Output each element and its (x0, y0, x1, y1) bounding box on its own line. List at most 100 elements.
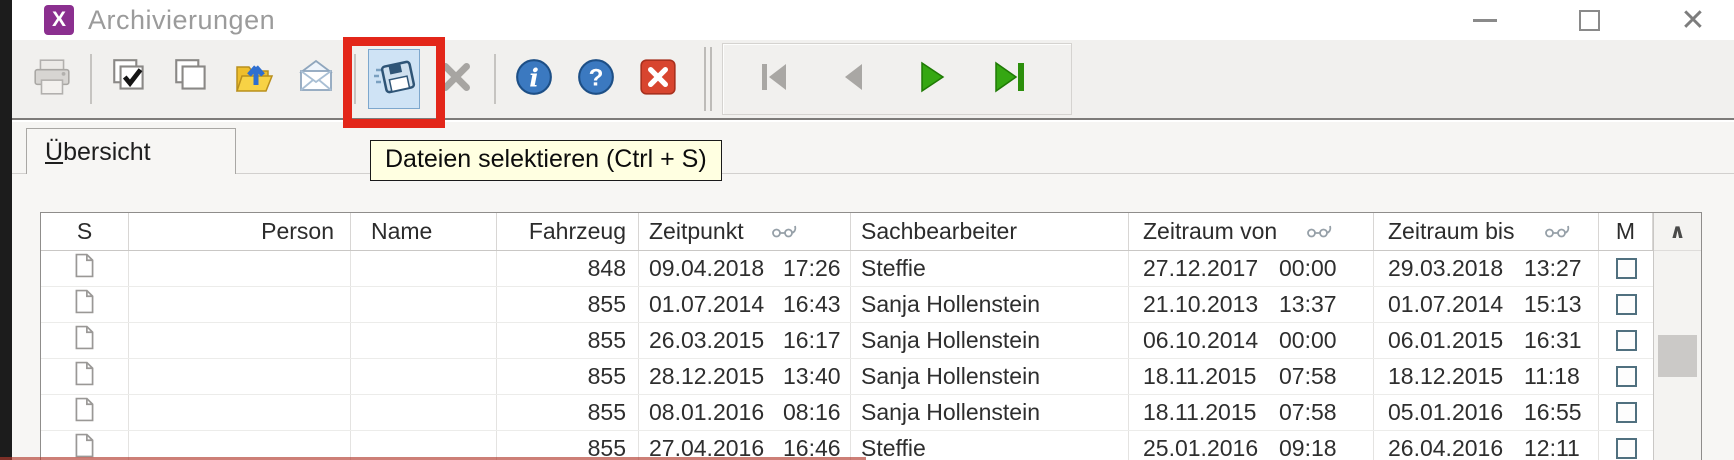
table-row[interactable]: 855 08.01.2016 08:16 Sanja Hollenstein 18… (41, 395, 1653, 431)
close-button[interactable]: ✕ (1680, 3, 1706, 37)
nav-first-button[interactable] (749, 49, 801, 109)
nav-prev-button[interactable] (827, 49, 879, 109)
exit-button[interactable] (632, 49, 684, 109)
nav-next-button[interactable] (905, 49, 957, 109)
row-status-cell (41, 431, 129, 460)
row-status-cell (41, 251, 129, 286)
app-icon: X (44, 5, 74, 35)
info-button[interactable]: i (508, 49, 560, 109)
table-row[interactable]: 855 28.12.2015 13:40 Sanja Hollenstein 18… (41, 359, 1653, 395)
glasses-sort-icon (770, 218, 798, 245)
column-header-zeitraum-von[interactable]: Zeitraum von (1129, 213, 1374, 250)
m-checkbox[interactable] (1615, 402, 1637, 423)
toolbar: i ? (12, 37, 1734, 128)
zeitraum-von-cell: 27.12.2017 00:00 (1129, 251, 1374, 286)
person-cell (129, 287, 351, 322)
scrollbar-thumb[interactable] (1658, 335, 1697, 377)
title-bar: X Archivierungen ✕ (12, 0, 1734, 40)
table-row[interactable]: 855 27.04.2016 16:46 Steffie 25.01.2016 09… (41, 431, 1653, 460)
column-header-fahrzeug[interactable]: Fahrzeug (497, 213, 639, 250)
zeitraum-bis-cell: 29.03.2018 13:27 (1374, 251, 1599, 286)
person-cell (129, 431, 351, 460)
column-header-name[interactable]: Name (351, 213, 497, 250)
zeitpunkt-cell: 01.07.2014 16:43 (639, 287, 851, 322)
toolbar-grip[interactable] (704, 47, 712, 111)
name-cell (351, 431, 497, 460)
send-mail-button[interactable] (290, 49, 342, 109)
document-icon (75, 397, 94, 428)
zeitraum-bis-cell: 01.07.2014 15:13 (1374, 287, 1599, 322)
zeitraum-bis-cell: 05.01.2016 16:55 (1374, 395, 1599, 430)
fahrzeug-cell: 855 (497, 431, 639, 460)
table-row[interactable]: 848 09.04.2018 17:26 Steffie 27.12.2017 00… (41, 251, 1653, 287)
tooltip-dateien-selektieren: Dateien selektieren (Ctrl + S) (370, 140, 722, 181)
sachbearbeiter-cell: Sanja Hollenstein (851, 359, 1129, 394)
envelope-icon (294, 57, 338, 102)
toolbar-separator (354, 54, 356, 104)
row-status-cell (41, 395, 129, 430)
nav-last-button[interactable] (983, 49, 1035, 109)
table-row[interactable]: 855 01.07.2014 16:43 Sanja Hollenstein 21… (41, 287, 1653, 323)
fahrzeug-cell: 855 (497, 323, 639, 358)
zeitraum-von-cell: 25.01.2016 09:18 (1129, 431, 1374, 460)
glasses-sort-icon (1305, 218, 1333, 245)
m-checkbox[interactable] (1615, 330, 1637, 351)
name-cell (351, 287, 497, 322)
document-icon (75, 361, 94, 392)
person-cell (129, 323, 351, 358)
fahrzeug-cell: 855 (497, 395, 639, 430)
archiv-table: S Person Name Fahrzeug Zeitpunkt Sachbea… (40, 212, 1702, 460)
maximize-button[interactable] (1566, 2, 1612, 38)
zeitpunkt-cell: 26.03.2015 16:17 (639, 323, 851, 358)
table-body: 848 09.04.2018 17:26 Steffie 27.12.2017 00… (41, 251, 1653, 460)
select-all-button[interactable] (104, 49, 156, 109)
m-checkbox[interactable] (1615, 258, 1637, 279)
delete-button[interactable] (430, 49, 482, 109)
sachbearbeiter-cell: Steffie (851, 251, 1129, 286)
zeitpunkt-cell: 08.01.2016 08:16 (639, 395, 851, 430)
name-cell (351, 395, 497, 430)
fahrzeug-cell: 855 (497, 287, 639, 322)
m-checkbox[interactable] (1615, 438, 1637, 459)
info-icon: i (514, 57, 554, 102)
m-checkbox[interactable] (1615, 366, 1637, 387)
record-navigation-panel (722, 43, 1072, 115)
scroll-up-icon[interactable]: ∧ (1654, 213, 1701, 251)
copy-pages-button[interactable] (166, 49, 218, 109)
help-button[interactable]: ? (570, 49, 622, 109)
toolbar-separator (494, 54, 496, 104)
table-row[interactable]: 855 26.03.2015 16:17 Sanja Hollenstein 06… (41, 323, 1653, 359)
column-header-zeitraum-bis[interactable]: Zeitraum bis (1374, 213, 1599, 250)
zeitraum-von-cell: 06.10.2014 00:00 (1129, 323, 1374, 358)
import-folder-button[interactable] (228, 49, 280, 109)
minimize-button[interactable] (1462, 2, 1508, 38)
zeitraum-bis-cell: 06.01.2015 16:31 (1374, 323, 1599, 358)
tab-uebersicht[interactable]: Übersicht (26, 128, 236, 175)
m-cell (1599, 395, 1653, 430)
column-header-s[interactable]: S (41, 213, 129, 250)
person-cell (129, 395, 351, 430)
print-button[interactable] (26, 49, 78, 109)
column-header-m[interactable]: M (1599, 213, 1653, 250)
column-header-person[interactable]: Person (129, 213, 351, 250)
folder-up-icon (232, 56, 276, 103)
tab-strip: Übersicht (12, 122, 1734, 175)
fahrzeug-cell: 848 (497, 251, 639, 286)
m-cell (1599, 251, 1653, 286)
name-cell (351, 323, 497, 358)
document-icon (75, 253, 94, 284)
select-files-button[interactable] (343, 37, 445, 128)
zeitraum-von-cell: 18.11.2015 07:58 (1129, 395, 1374, 430)
diskette-icon (371, 56, 417, 103)
document-icon (75, 325, 94, 356)
table-header-row: S Person Name Fahrzeug Zeitpunkt Sachbea… (41, 213, 1653, 251)
sachbearbeiter-cell: Sanja Hollenstein (851, 395, 1129, 430)
sachbearbeiter-cell: Steffie (851, 431, 1129, 460)
exit-icon (638, 57, 678, 102)
column-header-zeitpunkt[interactable]: Zeitpunkt (639, 213, 851, 250)
vertical-scrollbar[interactable]: ∧ (1653, 213, 1701, 460)
svg-text:?: ? (589, 64, 604, 91)
column-header-sachbearbeiter[interactable]: Sachbearbeiter (851, 213, 1129, 250)
m-checkbox[interactable] (1615, 294, 1637, 315)
nav-last-icon (989, 59, 1029, 100)
